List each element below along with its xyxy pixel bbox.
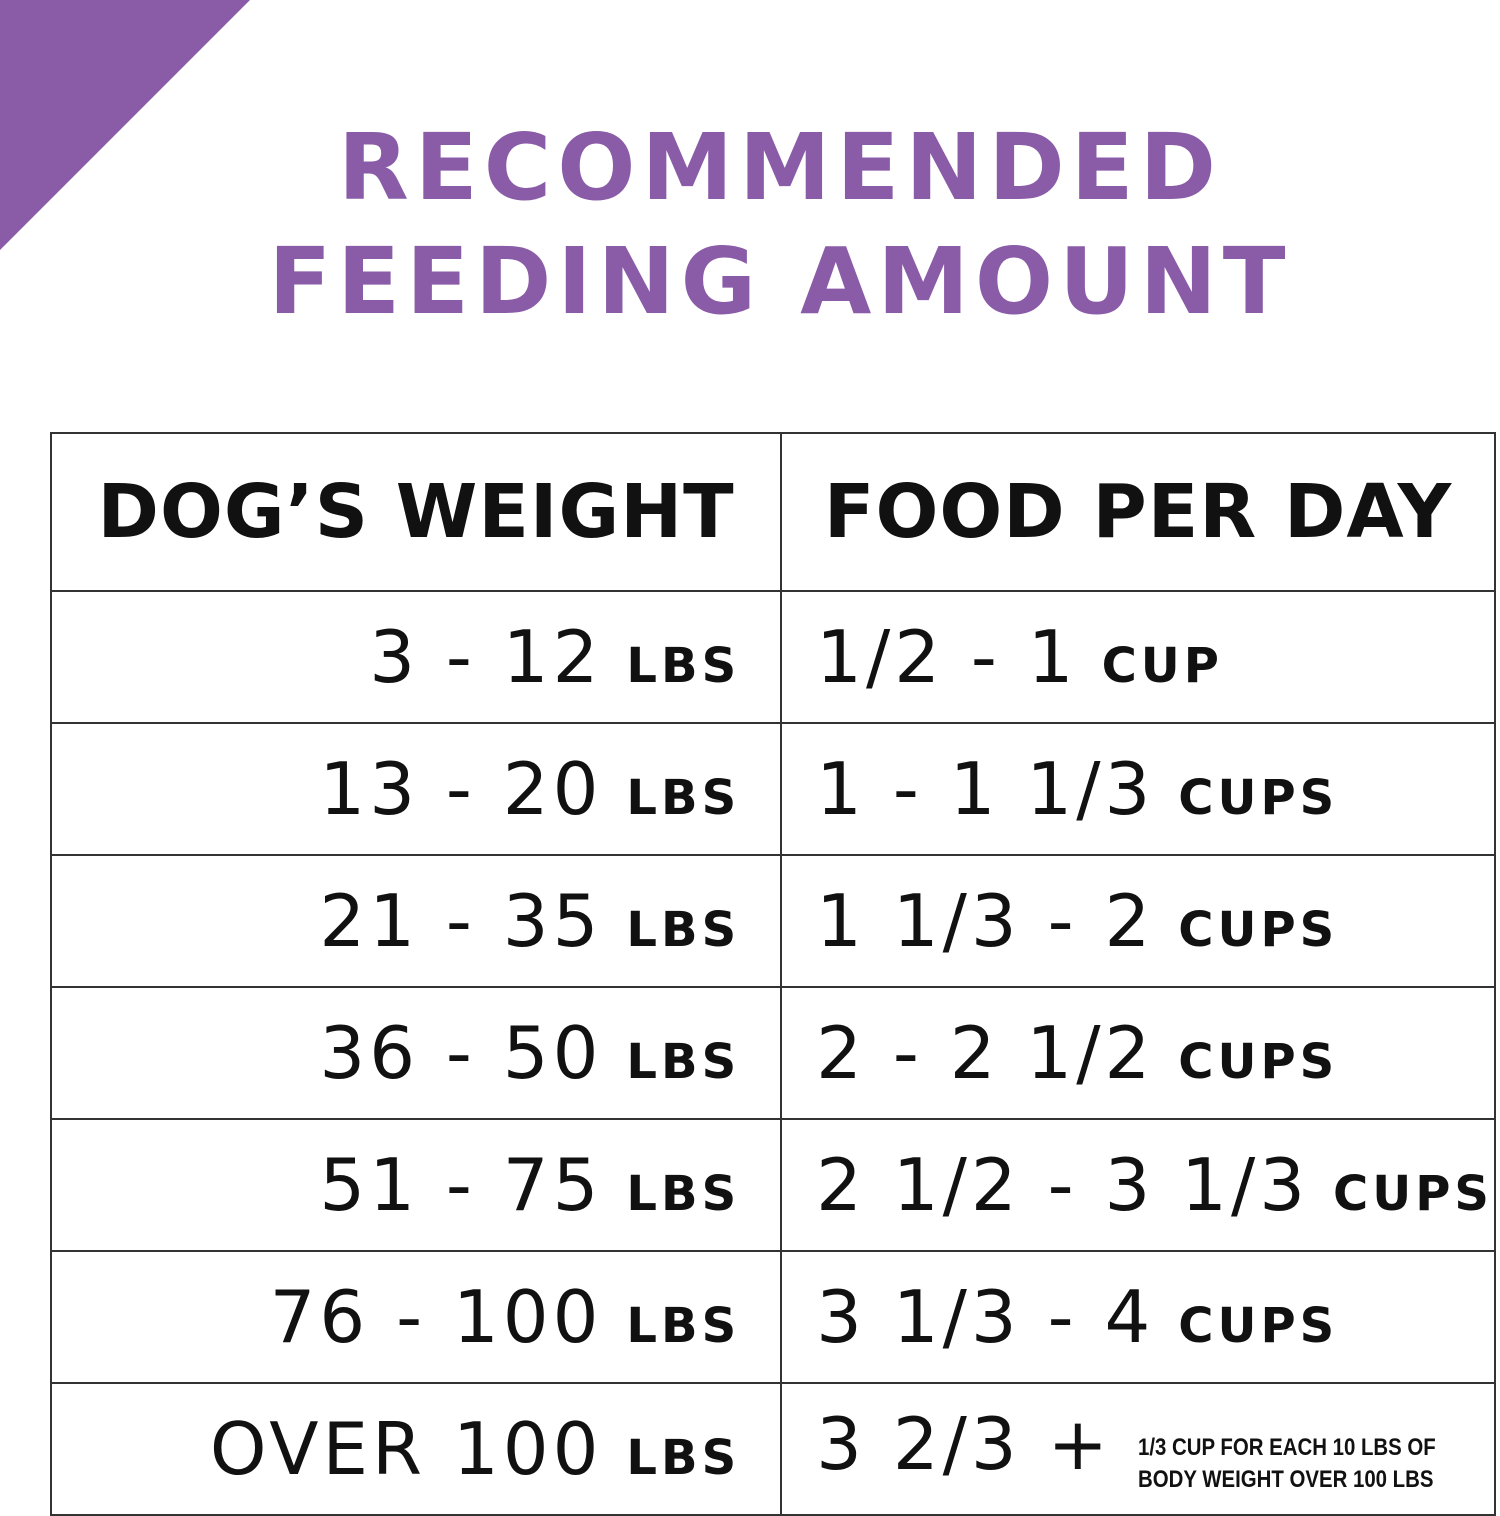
food-note-line-2: BODY WEIGHT OVER 100 LBS	[1137, 1466, 1434, 1494]
food-cell: 1 1/3 - 2 CUPS	[780, 854, 1496, 988]
weight-unit: LBS	[626, 770, 741, 826]
table-row: 76 - 100 LBS 3 1/3 - 4 CUPS	[49, 1250, 1496, 1384]
title-line-1: RECOMMENDED	[338, 114, 1222, 221]
title-line-2: FEEDING AMOUNT	[268, 228, 1292, 335]
weight-cell: 36 - 50 LBS	[49, 986, 783, 1120]
feeding-table: DOG’S WEIGHT FOOD PER DAY 3 - 12 LBS 1/2 …	[49, 432, 1496, 1516]
header-row: DOG’S WEIGHT FOOD PER DAY	[49, 432, 1496, 592]
purple-corner-decoration	[0, 0, 250, 250]
weight-value: 51 - 75	[319, 1143, 603, 1227]
weight-value: OVER 100	[209, 1407, 603, 1491]
food-unit: CUPS	[1178, 770, 1339, 826]
food-value: 1 - 1 1/3	[816, 747, 1155, 831]
food-cell: 1/2 - 1 CUP	[780, 590, 1496, 724]
weight-unit: LBS	[626, 638, 741, 694]
weight-cell: 13 - 20 LBS	[49, 722, 783, 856]
weight-unit: LBS	[626, 1298, 741, 1354]
weight-cell: 3 - 12 LBS	[49, 590, 783, 724]
table-row: 21 - 35 LBS 1 1/3 - 2 CUPS	[49, 854, 1496, 988]
weight-value: 36 - 50	[319, 1011, 603, 1095]
food-value: 1/2 - 1	[816, 615, 1078, 699]
weight-cell: OVER 100 LBS	[49, 1382, 783, 1516]
table-row: 36 - 50 LBS 2 - 2 1/2 CUPS	[49, 986, 1496, 1120]
food-value: 3 1/3 - 4	[816, 1275, 1155, 1359]
food-unit: CUPS	[1178, 902, 1339, 958]
food-note-line-1: 1/3 CUP FOR EACH 10 LBS OF	[1137, 1433, 1436, 1461]
table-row: 3 - 12 LBS 1/2 - 1 CUP	[49, 590, 1496, 724]
food-unit: CUPS	[1333, 1166, 1493, 1222]
weight-unit: LBS	[626, 902, 741, 958]
food-cell: 1 - 1 1/3 CUPS	[780, 722, 1496, 856]
food-unit: CUPS	[1178, 1034, 1339, 1090]
food-value: 1 1/3 - 2	[816, 879, 1155, 963]
weight-unit: LBS	[626, 1166, 741, 1222]
header-food-per-day: FOOD PER DAY	[780, 432, 1496, 592]
food-unit: CUP	[1101, 638, 1223, 694]
food-cell: 2 1/2 - 3 1/3 CUPS	[780, 1118, 1496, 1252]
header-dog-weight: DOG’S WEIGHT	[49, 432, 783, 592]
food-note: 1/3 CUP FOR EACH 10 LBS OF BODY WEIGHT OV…	[1138, 1432, 1436, 1497]
table-row: 13 - 20 LBS 1 - 1 1/3 CUPS	[49, 722, 1496, 856]
food-cell: 3 2/3 + 1/3 CUP FOR EACH 10 LBS OF BODY WE…	[780, 1382, 1496, 1516]
food-value: 2 - 2 1/2	[816, 1011, 1155, 1095]
weight-unit: LBS	[626, 1430, 741, 1486]
weight-cell: 76 - 100 LBS	[49, 1250, 783, 1384]
weight-unit: LBS	[626, 1034, 741, 1090]
table-row: 51 - 75 LBS 2 1/2 - 3 1/3 CUPS	[49, 1118, 1496, 1252]
weight-value: 21 - 35	[319, 879, 603, 963]
food-unit: CUPS	[1178, 1298, 1339, 1354]
weight-value: 3 - 12	[369, 615, 603, 699]
weight-value: 13 - 20	[319, 747, 603, 831]
weight-value: 76 - 100	[269, 1275, 603, 1359]
food-value: 2 1/2 - 3 1/3	[816, 1143, 1310, 1227]
weight-cell: 21 - 35 LBS	[49, 854, 783, 988]
table-row: OVER 100 LBS 3 2/3 + 1/3 CUP FOR EACH 10 L…	[49, 1382, 1496, 1516]
food-cell: 3 1/3 - 4 CUPS	[780, 1250, 1496, 1384]
food-cell: 2 - 2 1/2 CUPS	[780, 986, 1496, 1120]
food-value: 3 2/3 +	[816, 1401, 1112, 1486]
weight-cell: 51 - 75 LBS	[49, 1118, 783, 1252]
